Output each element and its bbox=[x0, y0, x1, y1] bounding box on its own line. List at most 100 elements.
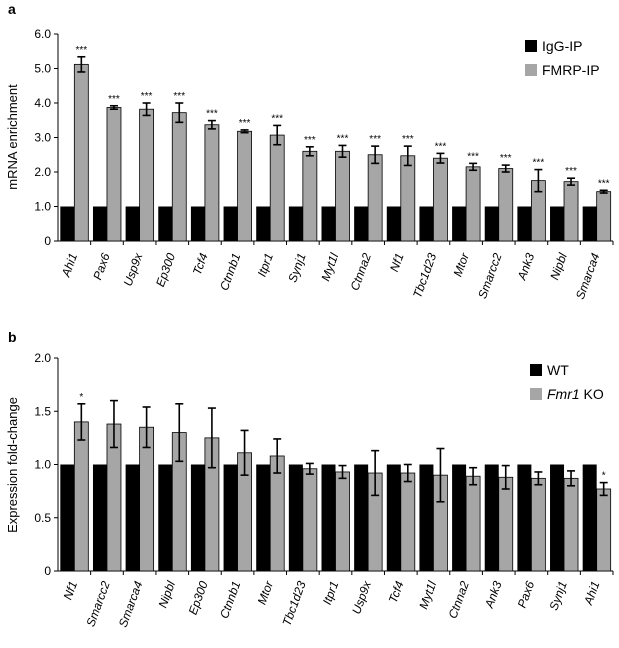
bar-igg-ip bbox=[550, 206, 565, 241]
y-tick-label: 0.5 bbox=[34, 511, 51, 525]
bar-igg-ip bbox=[419, 206, 434, 241]
category-label: Smarcc2 bbox=[83, 579, 112, 629]
y-tick-label: 2.0 bbox=[34, 165, 51, 179]
bar-wt bbox=[484, 464, 499, 571]
category-label: Ank3 bbox=[514, 251, 537, 283]
y-tick-label: 4.0 bbox=[34, 96, 51, 110]
bar-wt bbox=[60, 464, 75, 571]
bar-igg-ip bbox=[223, 206, 238, 241]
significance-label: *** bbox=[500, 153, 512, 164]
category-label: Usp9x bbox=[349, 578, 374, 616]
bar-treatment bbox=[596, 488, 612, 572]
bar-igg-ip bbox=[517, 206, 532, 241]
legend-label-text: FMRP-IP bbox=[542, 62, 600, 78]
bar-treatment bbox=[171, 112, 187, 242]
category-label: Smarcc2 bbox=[475, 251, 504, 301]
category-label: Usp9x bbox=[121, 250, 146, 288]
bar-igg-ip bbox=[582, 206, 597, 241]
category-label: Smarca4 bbox=[116, 579, 146, 629]
bar-treatment bbox=[465, 166, 481, 242]
significance-label: *** bbox=[271, 113, 283, 124]
category-label: Smarca4 bbox=[573, 251, 603, 301]
significance-label: *** bbox=[598, 178, 610, 189]
bar-wt bbox=[256, 464, 271, 571]
category-label: Myt1l bbox=[416, 579, 439, 611]
category-label: Nipbl bbox=[547, 251, 570, 282]
bar-treatment bbox=[400, 155, 416, 242]
bar-igg-ip bbox=[92, 206, 107, 241]
bar-igg-ip bbox=[484, 206, 499, 241]
bar-treatment bbox=[302, 150, 318, 242]
legend-label: FMRP-IP bbox=[542, 62, 600, 78]
bar-treatment bbox=[498, 168, 514, 242]
bar-wt bbox=[550, 464, 565, 571]
y-tick-label: 6.0 bbox=[34, 27, 51, 41]
category-label: Ctnnb1 bbox=[217, 251, 243, 292]
bar-wt bbox=[517, 464, 532, 571]
panel-label: a bbox=[8, 1, 16, 17]
significance-label: *** bbox=[304, 135, 316, 146]
bar-igg-ip bbox=[452, 206, 467, 241]
bar-treatment bbox=[400, 472, 416, 572]
bar-igg-ip bbox=[125, 206, 140, 241]
y-tick-label: 2.0 bbox=[34, 351, 51, 365]
significance-label: *** bbox=[75, 45, 87, 56]
category-label: Myt1l bbox=[318, 251, 341, 283]
bar-igg-ip bbox=[256, 206, 271, 241]
bar-igg-ip bbox=[60, 206, 75, 241]
legend-label: IgG-IP bbox=[542, 38, 582, 54]
category-label: Ahi1 bbox=[581, 579, 603, 607]
category-label: Itpr1 bbox=[255, 251, 276, 278]
category-label: Pax6 bbox=[515, 579, 538, 610]
significance-label: *** bbox=[173, 91, 185, 102]
category-label: Ctnnb1 bbox=[217, 579, 243, 620]
bar-wt bbox=[452, 464, 467, 571]
category-label: Ctnna2 bbox=[446, 579, 473, 620]
legend-swatch bbox=[525, 64, 537, 76]
y-axis-label: mRNA enrichment bbox=[5, 84, 20, 190]
bar-wt bbox=[321, 464, 336, 571]
bar-treatment bbox=[563, 477, 579, 572]
bar-treatment bbox=[367, 154, 383, 242]
category-label: Ep300 bbox=[186, 579, 211, 617]
bar-wt bbox=[582, 464, 597, 571]
bar-treatment bbox=[335, 150, 350, 242]
category-label: Synj1 bbox=[285, 251, 308, 284]
bar-wt bbox=[92, 464, 107, 571]
significance-label: *** bbox=[206, 109, 218, 120]
bar-wt bbox=[386, 464, 401, 571]
significance-label: *** bbox=[108, 94, 120, 105]
category-label: Tbc1d23 bbox=[280, 579, 309, 628]
y-tick-label: 1.0 bbox=[34, 200, 51, 214]
category-label: Nf1 bbox=[387, 251, 407, 273]
significance-label: *** bbox=[467, 151, 479, 162]
category-label: Tbc1d23 bbox=[410, 251, 439, 300]
significance-label: * bbox=[602, 471, 606, 482]
y-tick-label: 0 bbox=[44, 564, 51, 578]
bar-treatment bbox=[433, 157, 448, 242]
bar-wt bbox=[223, 464, 238, 571]
y-tick-label: 5.0 bbox=[34, 62, 51, 76]
bar-igg-ip bbox=[321, 206, 336, 241]
legend: WT Fmr1 KO bbox=[530, 362, 604, 402]
significance-label: * bbox=[79, 392, 83, 403]
significance-label: *** bbox=[435, 141, 447, 152]
legend-swatch bbox=[530, 364, 542, 376]
significance-label: *** bbox=[533, 158, 545, 169]
bar-igg-ip bbox=[158, 206, 173, 241]
significance-label: *** bbox=[369, 134, 381, 145]
y-tick-label: 0 bbox=[44, 234, 51, 248]
y-axis-label: Expression fold-change bbox=[5, 397, 20, 533]
category-label: Nf1 bbox=[61, 579, 81, 601]
significance-label: *** bbox=[337, 133, 349, 144]
bar-wt bbox=[158, 464, 173, 571]
category-label: Itpr1 bbox=[320, 579, 341, 606]
panel-label: b bbox=[8, 329, 17, 345]
category-label: Nipbl bbox=[156, 579, 179, 610]
category-label: Tcf4 bbox=[386, 579, 407, 605]
legend-swatch bbox=[530, 388, 542, 400]
category-label: Ahi1 bbox=[58, 251, 80, 279]
category-label: Mtor bbox=[255, 578, 277, 606]
y-tick-label: 1.0 bbox=[34, 458, 51, 472]
